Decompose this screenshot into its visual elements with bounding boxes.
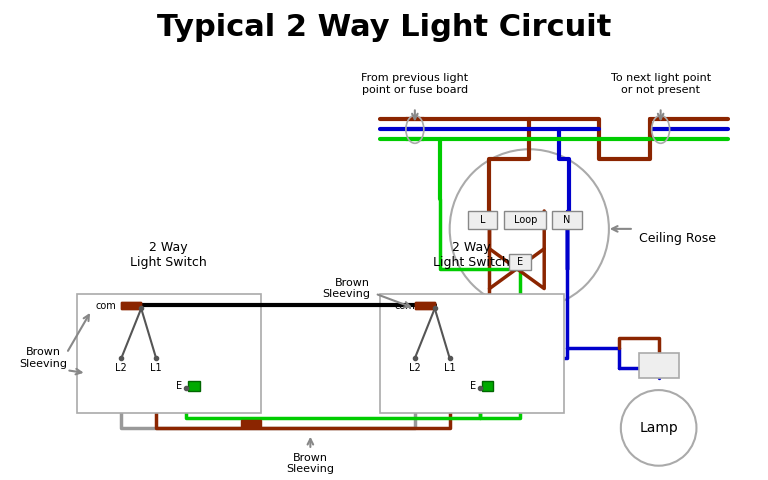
Text: To next light point
or not present: To next light point or not present xyxy=(611,73,710,95)
FancyBboxPatch shape xyxy=(639,353,679,378)
FancyBboxPatch shape xyxy=(121,301,141,310)
Text: L: L xyxy=(480,215,485,225)
FancyBboxPatch shape xyxy=(468,211,498,229)
Text: N: N xyxy=(564,215,571,225)
FancyBboxPatch shape xyxy=(240,420,260,428)
Text: L1: L1 xyxy=(151,363,162,373)
Text: L1: L1 xyxy=(444,363,455,373)
Text: L2: L2 xyxy=(115,363,127,373)
FancyBboxPatch shape xyxy=(509,254,531,270)
Text: E: E xyxy=(469,381,475,391)
Text: 2 Way
Light Switch: 2 Way Light Switch xyxy=(433,240,510,269)
FancyBboxPatch shape xyxy=(505,211,546,229)
FancyBboxPatch shape xyxy=(121,301,141,310)
Text: com: com xyxy=(395,301,415,312)
Text: L2: L2 xyxy=(409,363,421,373)
Text: From previous light
point or fuse board: From previous light point or fuse board xyxy=(361,73,468,95)
FancyBboxPatch shape xyxy=(380,294,564,413)
Text: E: E xyxy=(518,257,523,267)
FancyBboxPatch shape xyxy=(482,381,494,391)
Text: Ceiling Rose: Ceiling Rose xyxy=(639,232,716,245)
Text: Brown
Sleeving: Brown Sleeving xyxy=(20,348,68,369)
Text: Lamp: Lamp xyxy=(639,421,678,435)
Text: com: com xyxy=(96,301,117,312)
Text: 2 Way
Light Switch: 2 Way Light Switch xyxy=(130,240,207,269)
FancyBboxPatch shape xyxy=(415,301,435,310)
FancyBboxPatch shape xyxy=(552,211,582,229)
FancyBboxPatch shape xyxy=(188,381,200,391)
Text: Typical 2 Way Light Circuit: Typical 2 Way Light Circuit xyxy=(157,13,611,42)
Text: Brown
Sleeving: Brown Sleeving xyxy=(322,278,370,300)
Text: Loop: Loop xyxy=(514,215,537,225)
FancyBboxPatch shape xyxy=(415,301,435,310)
Text: Brown
Sleeving: Brown Sleeving xyxy=(286,453,334,474)
FancyBboxPatch shape xyxy=(77,294,260,413)
Text: E: E xyxy=(176,381,182,391)
